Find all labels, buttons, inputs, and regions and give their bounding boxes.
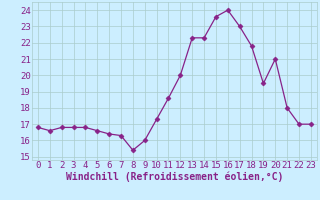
X-axis label: Windchill (Refroidissement éolien,°C): Windchill (Refroidissement éolien,°C) [66,172,283,182]
